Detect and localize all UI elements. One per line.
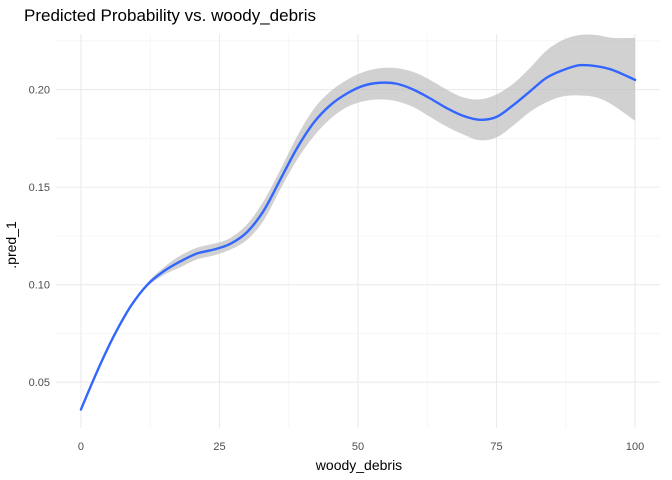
x-tick-label: 75 — [490, 441, 502, 453]
y-axis-title: .pred_1 — [3, 221, 19, 269]
y-tick-label: 0.05 — [29, 377, 50, 389]
x-tick-label: 25 — [213, 441, 225, 453]
x-tick-label: 100 — [626, 441, 644, 453]
chart-title: Predicted Probability vs. woody_debris — [24, 6, 316, 25]
x-tick-label: 50 — [352, 441, 364, 453]
y-tick-label: 0.20 — [29, 85, 50, 97]
y-tick-label: 0.15 — [29, 182, 50, 194]
y-axis-ticks: 0.05 0.10 0.15 0.20 — [29, 85, 50, 390]
x-tick-label: 0 — [78, 441, 84, 453]
confidence-band — [80, 34, 636, 411]
x-axis-title: woody_debris — [315, 457, 402, 473]
y-tick-label: 0.10 — [29, 280, 50, 292]
x-axis-ticks: 0 25 50 75 100 — [78, 441, 644, 453]
prediction-line — [79, 63, 637, 411]
